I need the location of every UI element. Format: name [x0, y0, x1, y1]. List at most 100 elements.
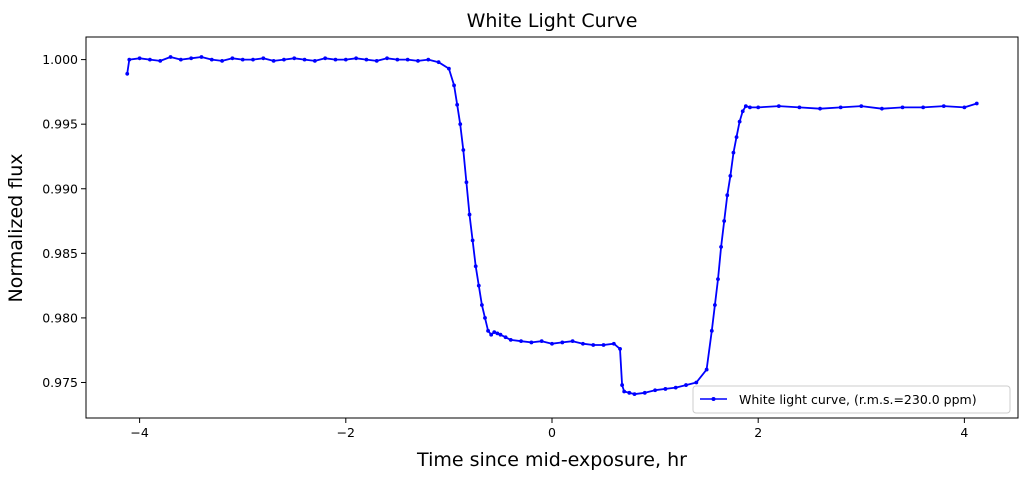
data-point: [880, 106, 884, 111]
legend: White light curve, (r.m.s.=230.0 ppm): [692, 385, 1011, 414]
data-point: [740, 109, 745, 114]
data-point: [479, 303, 484, 307]
chart-title: White Light Curve: [467, 10, 638, 32]
data-point: [323, 56, 328, 61]
data-point: [354, 56, 359, 61]
data-point: [436, 60, 441, 65]
data-point: [704, 367, 709, 372]
data-point: [473, 264, 478, 269]
data-point: [550, 341, 554, 346]
data-point: [158, 58, 163, 63]
data-point: [282, 57, 286, 62]
data-point: [737, 119, 742, 124]
data-point: [251, 57, 255, 62]
data-point: [591, 343, 596, 347]
data-point: [220, 58, 224, 63]
legend-marker-swatch: [711, 397, 716, 401]
data-point: [464, 180, 469, 185]
data-point: [748, 105, 752, 110]
data-point: [684, 383, 688, 387]
data-point: [632, 392, 637, 397]
legend-entry-label: White light curve, (r.m.s.=230.0 ppm): [739, 392, 977, 407]
data-point: [663, 387, 668, 391]
data-point: [292, 56, 297, 61]
data-point: [470, 238, 475, 243]
data-point: [974, 101, 979, 106]
legend-box: [692, 385, 1011, 414]
data-point: [148, 57, 152, 62]
data-point: [859, 104, 864, 108]
data-point: [797, 105, 802, 110]
data-point: [756, 105, 761, 110]
data-point: [709, 328, 714, 333]
y-tick-label: 1.000: [42, 52, 78, 67]
data-point: [725, 193, 730, 198]
data-point: [694, 380, 699, 385]
data-point: [405, 57, 410, 62]
data-point: [125, 71, 130, 76]
data-point: [962, 105, 967, 110]
data-point: [492, 330, 497, 335]
y-axis-ticks: 0.975 0.980 0.985 0.990 0.995 1.000: [42, 52, 86, 390]
data-point: [461, 148, 466, 152]
data-point: [495, 331, 500, 336]
data-point: [776, 104, 781, 108]
y-tick-label: 0.990: [42, 181, 78, 196]
data-point: [743, 104, 748, 108]
data-point: [716, 277, 720, 282]
data-point: [620, 383, 625, 387]
x-tick-label: 4: [960, 425, 968, 440]
data-point: [601, 343, 606, 347]
x-tick-label: 2: [754, 425, 762, 440]
data-point: [503, 335, 508, 340]
data-point: [570, 339, 575, 344]
data-point: [838, 105, 843, 110]
data-point: [455, 102, 460, 107]
data-point: [385, 56, 389, 61]
data-point: [302, 57, 307, 62]
data-point: [712, 303, 717, 307]
data-point: [498, 332, 503, 337]
data-point: [452, 83, 456, 88]
data-point: [168, 55, 173, 59]
data-point: [722, 219, 727, 223]
x-tick-label: −2: [337, 425, 355, 440]
data-point: [611, 341, 616, 346]
y-axis-label: Normalized flux: [5, 153, 27, 302]
data-point: [818, 106, 822, 111]
data-point: [416, 58, 420, 63]
data-point: [230, 56, 235, 61]
data-point: [673, 385, 678, 390]
data-point: [941, 104, 946, 108]
data-point: [333, 57, 338, 62]
data-point: [529, 340, 534, 345]
data-point: [731, 150, 736, 155]
data-point: [653, 388, 657, 393]
data-point: [489, 332, 494, 337]
data-point: [199, 55, 204, 59]
data-point: [240, 57, 245, 62]
data-point: [642, 390, 647, 395]
data-point: [519, 339, 523, 344]
data-point: [900, 105, 905, 110]
data-point: [719, 244, 723, 249]
x-axis-ticks: −4 −2 0 2 4: [130, 418, 968, 440]
data-point: [364, 57, 369, 62]
data-point: [447, 66, 451, 71]
y-tick-label: 0.995: [42, 117, 78, 132]
data-point: [483, 316, 487, 320]
data-point: [426, 57, 431, 62]
x-axis-label: Time since mid-exposure, hr: [416, 449, 687, 471]
x-tick-label: −4: [130, 425, 148, 440]
data-point: [395, 57, 400, 62]
data-point: [458, 122, 463, 127]
data-point: [921, 105, 926, 110]
data-point: [271, 58, 276, 63]
y-tick-label: 0.980: [42, 310, 78, 325]
data-point: [137, 56, 142, 61]
data-point: [560, 340, 565, 345]
data-point: [374, 58, 379, 63]
series-layer: [125, 55, 979, 397]
data-point: [734, 135, 739, 139]
